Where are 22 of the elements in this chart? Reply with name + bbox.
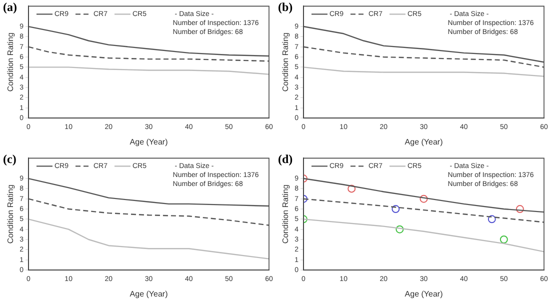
- point: [516, 205, 524, 214]
- x-axis-title: Age (Year): [404, 137, 444, 146]
- point: [488, 215, 496, 224]
- chart-title: (d): [278, 152, 293, 166]
- chart-title: (c): [3, 152, 16, 166]
- line-series: [28, 198, 269, 226]
- chart-title: (b): [278, 0, 293, 14]
- line-series: [28, 46, 269, 62]
- point: [500, 236, 508, 244]
- point: [396, 225, 404, 234]
- y-axis-title: Condition Rating: [281, 184, 290, 244]
- x-axis-title: Age (Year): [404, 289, 444, 298]
- point: [392, 205, 400, 214]
- line-series: [303, 46, 544, 68]
- y-axis-title: Condition Rating: [6, 32, 16, 92]
- x-axis-title: Age (Year): [130, 137, 168, 146]
- point: [348, 184, 356, 193]
- point: [420, 194, 428, 203]
- x-axis-title: Age (Year): [130, 289, 168, 298]
- y-axis-title: Condition Rating: [281, 32, 290, 92]
- chart-title: (a): [3, 0, 17, 14]
- y-axis-title: Condition Rating: [6, 184, 16, 244]
